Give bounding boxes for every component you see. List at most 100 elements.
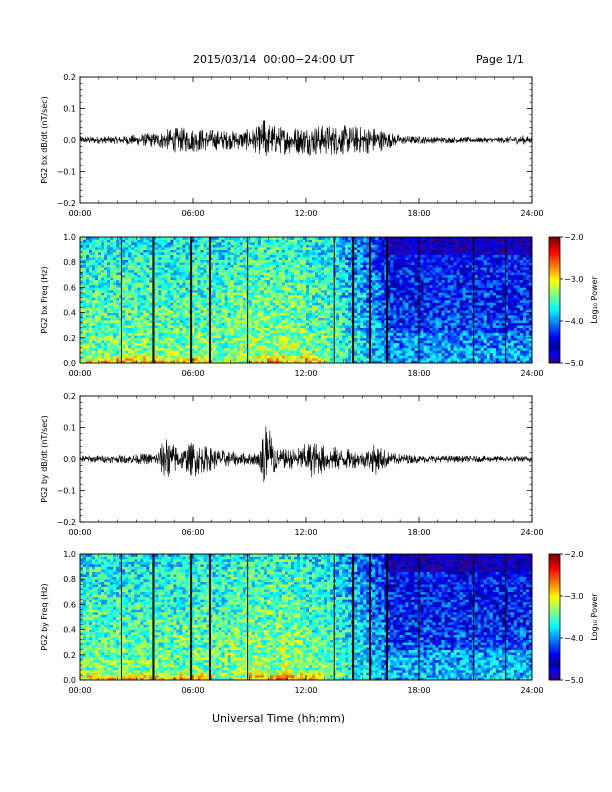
spectrogram-cell <box>249 245 252 248</box>
spectrogram-cell <box>83 242 86 245</box>
spectrogram-cell <box>231 303 234 306</box>
spectrogram-cell <box>131 333 134 336</box>
spectrogram-cell <box>288 300 291 303</box>
spectrogram-cell <box>363 333 366 336</box>
spectrogram-cell <box>282 267 285 270</box>
spectrogram-cell <box>330 275 333 278</box>
spectrogram-cell <box>219 270 222 273</box>
spectrogram-cell <box>140 270 143 273</box>
spectrogram-cell <box>339 310 342 313</box>
spectrogram-cell <box>95 328 98 331</box>
spectrogram-cell <box>237 265 240 268</box>
spectrogram-cell <box>182 348 185 351</box>
spectrogram-cell <box>261 315 264 318</box>
spectrogram-cell <box>182 343 185 346</box>
spectrogram-cell <box>137 240 140 243</box>
spectrogram-cell <box>146 315 149 318</box>
spectrogram-cell <box>134 340 137 343</box>
spectrogram-cell <box>276 343 279 346</box>
spectrogram-cell <box>276 280 279 283</box>
spectrogram-cell <box>92 250 95 253</box>
spectrogram-cell <box>363 343 366 346</box>
spectrogram-cell <box>170 292 173 295</box>
spectrogram-cell <box>249 257 252 260</box>
spectrogram-cell <box>198 325 201 328</box>
spectrogram-cell <box>222 267 225 270</box>
spectrogram-cell <box>204 282 207 285</box>
spectrogram-cell <box>116 320 119 323</box>
spectrogram-cell <box>119 277 122 280</box>
spectrogram-cell <box>237 275 240 278</box>
spectrogram-cell <box>354 255 357 258</box>
spectrogram-cell <box>282 308 285 311</box>
spectrogram-cell <box>101 242 104 245</box>
spectrogram-cell <box>161 335 164 338</box>
spectrogram-cell <box>176 295 179 298</box>
spectrogram-cell <box>348 255 351 258</box>
spectrogram-cell <box>134 308 137 311</box>
spectrogram-cell <box>143 338 146 341</box>
spectrogram-cell <box>360 338 363 341</box>
spectrogram-cell <box>342 297 345 300</box>
spectrogram-cell <box>273 260 276 263</box>
spectrogram-cell <box>128 265 131 268</box>
spectrogram-cell <box>143 330 146 333</box>
spectrogram-cell <box>321 290 324 293</box>
spectrogram-cell <box>119 290 122 293</box>
spectrogram-cell <box>264 272 267 275</box>
spectrogram-cell <box>161 240 164 243</box>
spectrogram-cell <box>354 270 357 273</box>
spectrogram-cell <box>321 315 324 318</box>
spectrogram-cell <box>306 310 309 313</box>
spectrogram-cell <box>243 242 246 245</box>
spectrogram-cell <box>276 300 279 303</box>
spectrogram-cell <box>119 282 122 285</box>
spectrogram-cell <box>306 305 309 308</box>
spectrogram-cell <box>219 255 222 258</box>
spectrogram-cell <box>149 353 152 356</box>
spectrogram-cell <box>119 255 122 258</box>
spectrogram-cell <box>119 313 122 316</box>
spectrogram-cell <box>89 350 92 353</box>
spectrogram-cell <box>161 348 164 351</box>
spectrogram-cell <box>255 282 258 285</box>
spectrogram-cell <box>258 348 261 351</box>
spectrogram-cell <box>119 348 122 351</box>
spectrogram-cell <box>240 343 243 346</box>
spectrogram-cell <box>134 305 137 308</box>
spectrogram-cell <box>333 282 336 285</box>
spectrogram-cell <box>173 348 176 351</box>
spectrogram-cell <box>95 275 98 278</box>
spectrogram-cell <box>219 257 222 260</box>
spectrogram-cell <box>234 295 237 298</box>
spectrogram-cell <box>125 300 128 303</box>
spectrogram-cell <box>176 252 179 255</box>
spectrogram-cell <box>243 333 246 336</box>
spectrogram-cell <box>282 290 285 293</box>
spectrogram-cell <box>333 313 336 316</box>
spectrogram-cell <box>303 272 306 275</box>
spectrogram-cell <box>267 277 270 280</box>
spectrogram-cell <box>234 272 237 275</box>
spectrogram-cell <box>164 300 167 303</box>
spectrogram-cell <box>333 272 336 275</box>
spectrogram-cell <box>348 285 351 288</box>
spectrogram-cell <box>146 340 149 343</box>
spectrogram-cell <box>285 340 288 343</box>
spectrogram-cell <box>83 325 86 328</box>
spectrogram-cell <box>195 290 198 293</box>
spectrogram-cell <box>182 313 185 316</box>
spectrogram-cell <box>288 240 291 243</box>
spectrogram-cell <box>261 282 264 285</box>
spectrogram-cell <box>116 308 119 311</box>
spectrogram-cell <box>276 275 279 278</box>
spectrogram-cell <box>261 272 264 275</box>
spectrogram-cell <box>228 247 231 250</box>
spectrogram-cell <box>92 330 95 333</box>
spectrogram-cell <box>149 242 152 245</box>
spectrogram-cell <box>131 305 134 308</box>
spectrogram-cell <box>270 290 273 293</box>
spectrogram-cell <box>128 280 131 283</box>
spectrogram-cell <box>327 267 330 270</box>
spectrogram-cell <box>137 358 140 361</box>
